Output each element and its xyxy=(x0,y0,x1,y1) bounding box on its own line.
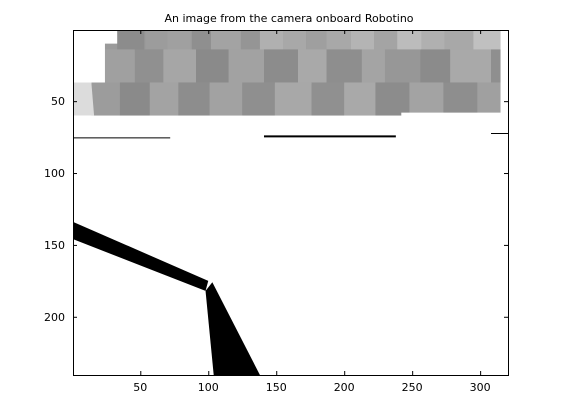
y-axis: 50 100 150 200 xyxy=(44,95,508,324)
x-tick-label: 250 xyxy=(402,381,423,394)
image-plot-area xyxy=(73,30,509,376)
x-tick-label: 100 xyxy=(198,381,219,394)
image-block-10 xyxy=(350,30,375,51)
floor-line-upper xyxy=(73,221,209,291)
image-block-18 xyxy=(163,49,197,84)
image-block-9 xyxy=(326,30,351,51)
x-tick-label: 50 xyxy=(133,381,147,394)
floor-line-lower xyxy=(205,282,260,375)
image-block-27 xyxy=(450,49,492,84)
image-block-15 xyxy=(473,30,501,51)
lower-right-gap xyxy=(401,112,508,133)
image-block-13 xyxy=(421,30,445,51)
image-content xyxy=(73,30,508,375)
image-block-3 xyxy=(191,30,211,51)
image-block-12 xyxy=(397,30,422,51)
image-block-25 xyxy=(384,49,421,84)
image-block-4 xyxy=(210,30,241,51)
upper-right-gap xyxy=(500,30,508,116)
image-block-1 xyxy=(145,30,168,51)
image-block-2 xyxy=(167,30,191,51)
image-block-36 xyxy=(311,82,345,116)
image-block-6 xyxy=(259,30,284,51)
shadow-left-edge xyxy=(73,82,95,116)
image-block-11 xyxy=(374,30,398,51)
x-tick-label: 150 xyxy=(266,381,287,394)
image-block-32 xyxy=(178,82,210,116)
image-block-0 xyxy=(117,30,145,52)
image-block-40 xyxy=(443,82,478,116)
y-tick-label: 100 xyxy=(44,167,65,180)
x-axis: 50 100 150 200 250 300 xyxy=(133,30,491,394)
x-tick-label: 200 xyxy=(334,381,355,394)
image-block-31 xyxy=(149,82,179,116)
image-block-34 xyxy=(242,82,275,116)
y-tick-label: 50 xyxy=(51,95,65,108)
y-tick-label: 200 xyxy=(44,311,65,324)
image-block-35 xyxy=(274,82,312,116)
image-block-23 xyxy=(326,49,362,84)
image-block-29 xyxy=(91,82,120,116)
image-block-39 xyxy=(409,82,444,116)
image-block-14 xyxy=(444,30,474,51)
image-block-7 xyxy=(283,30,307,51)
image-block-30 xyxy=(119,82,150,116)
x-tick-label: 300 xyxy=(470,381,491,394)
y-tick-label: 150 xyxy=(44,239,65,252)
image-block-33 xyxy=(209,82,243,116)
chart-title: An image from the camera onboard Robotin… xyxy=(164,12,413,25)
image-block-17 xyxy=(134,49,164,84)
image-block-5 xyxy=(240,30,260,51)
image-block-24 xyxy=(361,49,385,84)
image-block-22 xyxy=(297,49,327,84)
image-block-8 xyxy=(306,30,327,51)
axes-frame xyxy=(73,30,509,376)
image-block-26 xyxy=(420,49,451,84)
image-block-16 xyxy=(104,49,135,84)
image-block-19 xyxy=(196,49,229,84)
image-block-21 xyxy=(263,49,298,84)
image-block-38 xyxy=(375,82,410,116)
image-block-20 xyxy=(228,49,264,84)
image-block-37 xyxy=(344,82,376,116)
